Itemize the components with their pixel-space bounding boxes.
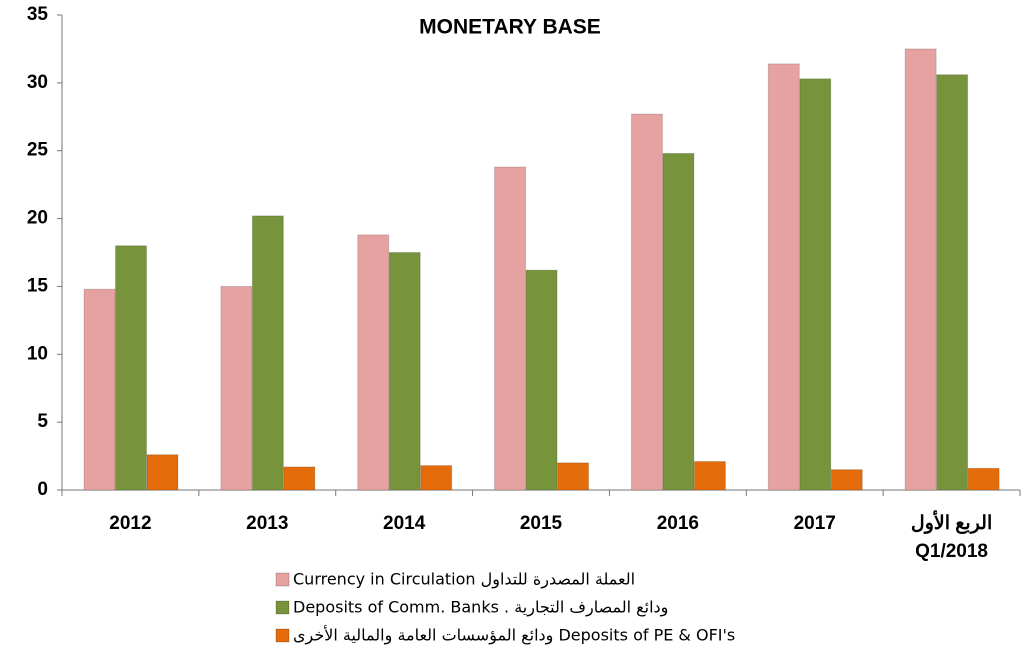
x-tick-label: الربع الأول Q1/2018 (911, 510, 992, 562)
y-tick-label: 25 (27, 140, 49, 161)
bar (525, 269, 558, 491)
bar (420, 465, 453, 491)
bar (357, 234, 390, 491)
chart-title: MONETARY BASE (419, 16, 601, 39)
x-tick-label: 2017 (794, 513, 836, 534)
x-tick-label: 2016 (657, 513, 699, 534)
bar (767, 63, 800, 491)
y-tick-label: 35 (27, 4, 49, 25)
legend-label: ودائع المؤسسات العامة والمالية الأخرى De… (293, 625, 735, 646)
bar (115, 245, 147, 491)
x-tick-label: 2014 (383, 513, 426, 534)
legend-label: Deposits of Comm. Banks . ودائع المصارف … (293, 598, 668, 618)
legend-swatch (275, 572, 290, 587)
bar (830, 469, 863, 491)
legend-swatch (275, 600, 290, 615)
bar (557, 462, 590, 491)
x-tick-label: 2015 (520, 513, 563, 534)
y-tick-label: 15 (27, 275, 49, 296)
bar (662, 152, 695, 491)
bar (967, 467, 1000, 491)
y-tick-label: 30 (27, 72, 48, 93)
bar (799, 78, 832, 491)
x-tick-label: 2012 (109, 513, 151, 534)
bar (83, 288, 116, 491)
x-tick-label: 2013 (246, 513, 288, 534)
y-tick-label: 10 (27, 343, 48, 364)
y-tick-label: 0 (37, 479, 48, 500)
legend-label: Currency in Circulation العملة المصدرة ل… (293, 570, 635, 590)
bar (251, 215, 284, 491)
bar (283, 466, 316, 491)
y-tick-label: 5 (37, 411, 48, 432)
bar (146, 454, 179, 491)
bar (936, 74, 969, 491)
y-tick-label: 20 (27, 208, 48, 229)
bar (693, 461, 726, 491)
legend-swatch (275, 628, 290, 643)
bar (220, 285, 253, 491)
bar (904, 48, 937, 491)
bar (630, 113, 663, 491)
bar (388, 252, 421, 491)
bar (494, 166, 527, 491)
